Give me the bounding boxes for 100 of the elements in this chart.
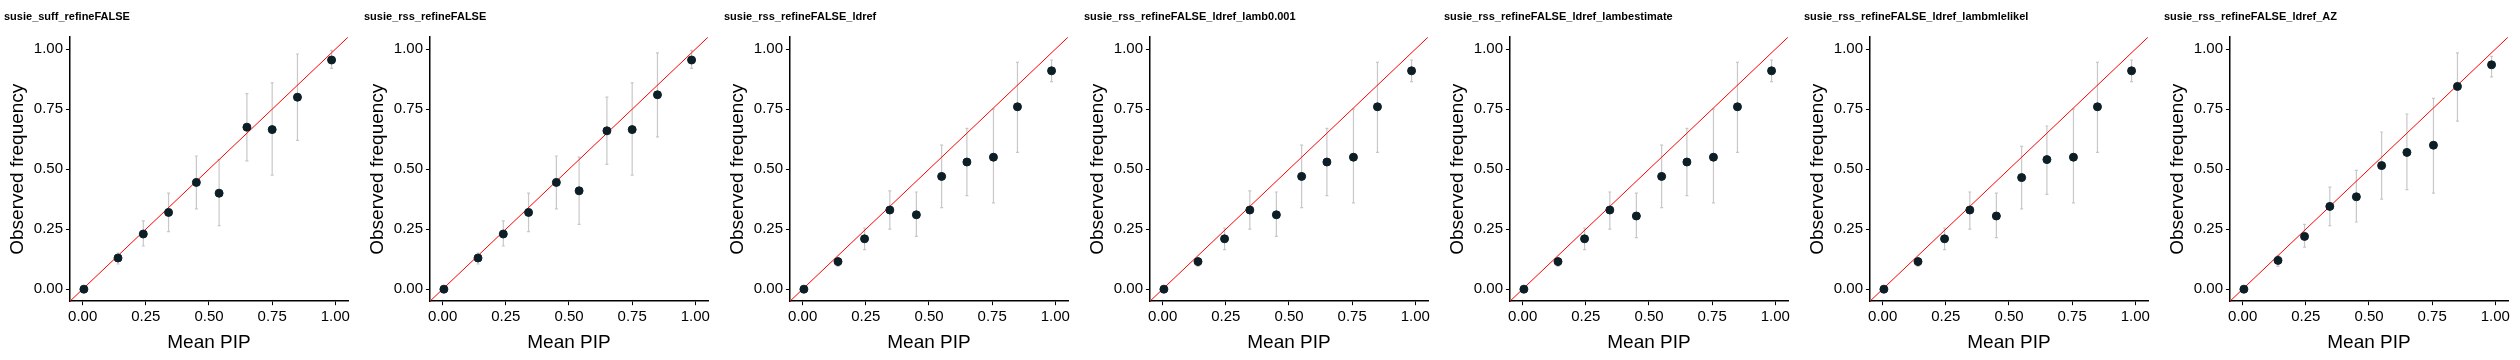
x-tick-label: 0.50: [194, 307, 224, 325]
point: [2402, 147, 2412, 157]
y-tick-label: 0.25: [1473, 219, 1503, 237]
point: [439, 284, 449, 294]
y-tick-label: 0.00: [1113, 279, 1143, 297]
y-tick-label: 0.25: [1833, 219, 1863, 237]
point: [2428, 140, 2438, 150]
y-tick-label: 0.75: [1833, 99, 1863, 117]
point: [79, 284, 89, 294]
y-tick-label: 1.00: [1113, 39, 1143, 57]
point: [2092, 102, 2102, 112]
y-tick-label: 0.50: [753, 159, 783, 177]
x-tick-label: 0.75: [1697, 307, 1727, 325]
point: [860, 234, 870, 244]
point: [191, 177, 201, 187]
point: [799, 284, 809, 294]
x-axis-title: Mean PIP: [887, 330, 971, 352]
x-tick-label: 0.25: [1211, 307, 1241, 325]
x-tick-label: 0.00: [68, 307, 98, 325]
y-tick-label: 0.00: [393, 279, 423, 297]
y-axis-title: Observed frequency: [1805, 83, 1827, 255]
point: [2452, 81, 2462, 91]
point: [1767, 66, 1777, 76]
x-tick-label: 0.50: [2354, 307, 2384, 325]
y-axis-title: Observed frequency: [5, 83, 27, 255]
point: [2068, 152, 2078, 162]
y-axis-title: Observed frequency: [725, 83, 747, 255]
y-tick-label: 0.00: [1833, 279, 1863, 297]
y-tick-label: 0.25: [393, 219, 423, 237]
y-tick-label: 0.50: [2193, 159, 2223, 177]
y-tick-label: 0.75: [2193, 99, 2223, 117]
point: [911, 210, 921, 220]
y-tick-label: 0.25: [33, 219, 63, 237]
point: [1940, 234, 1950, 244]
point: [1047, 66, 1057, 76]
y-axis-title: Observed frequency: [2165, 83, 2187, 255]
x-tick-label: 0.50: [554, 307, 584, 325]
point: [1605, 205, 1615, 215]
x-tick-label: 0.00: [428, 307, 458, 325]
y-tick-label: 1.00: [2193, 39, 2223, 57]
point: [2325, 201, 2335, 211]
chart-title: susie_rss_refineFALSE_ldref_lambestimate: [1444, 9, 1673, 22]
point: [138, 229, 148, 239]
point: [1271, 210, 1281, 220]
x-tick-label: 0.25: [851, 307, 881, 325]
y-tick-label: 1.00: [753, 39, 783, 57]
point: [1708, 152, 1718, 162]
x-tick-label: 1.00: [1760, 307, 1790, 325]
point: [1159, 284, 1169, 294]
chart-title: susie_rss_refineFALSE_ldref_lambmlelikel: [1804, 9, 2029, 22]
y-axis-title: Observed frequency: [365, 83, 387, 255]
point: [327, 55, 337, 65]
point: [2487, 60, 2497, 70]
chart-title: susie_rss_refineFALSE_ldref: [724, 9, 877, 22]
point: [1580, 234, 1590, 244]
point: [2239, 284, 2249, 294]
y-tick-label: 0.00: [2193, 279, 2223, 297]
x-tick-label: 0.50: [1274, 307, 1304, 325]
y-tick-label: 0.00: [753, 279, 783, 297]
y-tick-label: 1.00: [1473, 39, 1503, 57]
y-tick-label: 1.00: [393, 39, 423, 57]
point: [1879, 284, 1889, 294]
point: [292, 92, 302, 102]
point: [551, 177, 561, 187]
x-tick-label: 0.00: [788, 307, 818, 325]
point: [1012, 102, 1022, 112]
y-tick-label: 0.00: [33, 279, 63, 297]
x-tick-label: 0.25: [1931, 307, 1961, 325]
chart-title: susie_suff_refineFALSE: [4, 9, 130, 22]
point: [2377, 161, 2387, 171]
point: [962, 157, 972, 167]
point: [2351, 192, 2361, 202]
point: [1372, 102, 1382, 112]
x-tick-label: 0.25: [2291, 307, 2321, 325]
x-tick-label: 0.00: [1868, 307, 1898, 325]
y-tick-label: 0.50: [393, 159, 423, 177]
x-tick-label: 0.75: [1337, 307, 1367, 325]
x-tick-label: 1.00: [2480, 307, 2510, 325]
x-axis-title: Mean PIP: [527, 330, 611, 352]
point: [1732, 102, 1742, 112]
y-tick-label: 0.50: [1473, 159, 1503, 177]
x-tick-label: 0.75: [2057, 307, 2087, 325]
point: [652, 90, 662, 100]
x-tick-label: 0.75: [2417, 307, 2447, 325]
point: [1407, 66, 1417, 76]
point: [1965, 205, 1975, 215]
x-tick-label: 1.00: [1040, 307, 1070, 325]
x-axis-title: Mean PIP: [1967, 330, 2051, 352]
x-tick-label: 1.00: [320, 307, 350, 325]
x-axis-title: Mean PIP: [167, 330, 251, 352]
point: [524, 207, 534, 217]
y-axis-title: Observed frequency: [1085, 83, 1107, 255]
x-tick-label: 0.25: [491, 307, 521, 325]
x-axis-title: Mean PIP: [2327, 330, 2411, 352]
point: [2017, 173, 2027, 183]
point: [1519, 284, 1529, 294]
x-tick-label: 1.00: [1400, 307, 1430, 325]
point: [1991, 211, 2001, 221]
x-tick-label: 0.50: [1994, 307, 2024, 325]
x-tick-label: 0.00: [1508, 307, 1538, 325]
